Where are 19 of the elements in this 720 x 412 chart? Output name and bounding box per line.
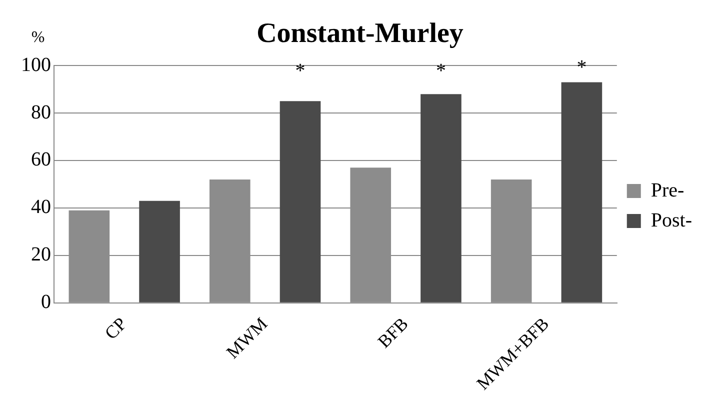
x-tick-label: CP <box>100 314 131 344</box>
y-tick-label: 0 <box>41 291 51 314</box>
legend-label: Post- <box>650 209 692 232</box>
bar <box>280 101 321 302</box>
y-tick-label: 80 <box>31 101 51 124</box>
y-axis-title: % <box>31 29 45 46</box>
legend-label: Pre- <box>650 179 684 202</box>
x-tick-label: BFB <box>374 314 412 352</box>
y-tick-label: 60 <box>31 148 51 171</box>
annotation: * <box>576 56 587 78</box>
y-tick-label: 40 <box>31 196 51 218</box>
bar <box>561 82 602 302</box>
chart-title: Constant-Murley <box>256 18 464 50</box>
annotation: * <box>436 60 446 82</box>
bar <box>139 200 180 302</box>
bar <box>420 94 462 302</box>
y-tick-label: 20 <box>31 244 51 266</box>
annotation: * <box>295 60 306 82</box>
y-tick-label: 100 <box>21 54 51 76</box>
